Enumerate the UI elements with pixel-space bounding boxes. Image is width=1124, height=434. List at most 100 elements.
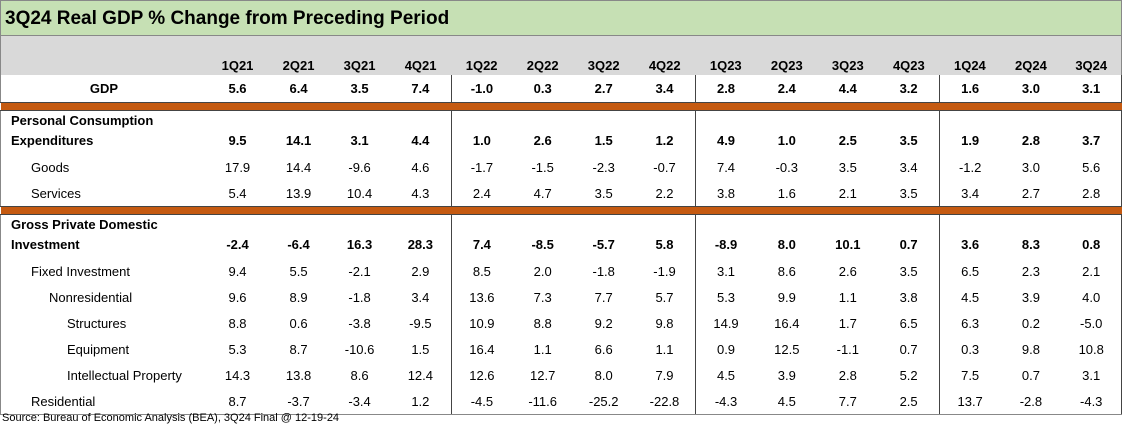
value-cell: 3.5	[878, 110, 940, 154]
quarter-header: 1Q22	[451, 36, 513, 75]
value-cell: -6.4	[287, 237, 310, 252]
value-cell: -2.8	[1000, 388, 1062, 415]
table-row: Intellectual Property 14.3 13.8 8.6 12.4 12.6…	[0, 362, 1123, 388]
row-label: Services	[0, 180, 207, 207]
value-cell: 8.3	[1021, 237, 1040, 252]
quarter-header: 1Q21	[207, 36, 269, 75]
quarter-header: 4Q23	[878, 36, 940, 75]
value-cell: -3.7	[268, 388, 330, 415]
value-cell: 5.5	[289, 263, 308, 279]
value-cell: -5.0	[1061, 310, 1123, 336]
value-cell: 1.2	[634, 110, 696, 154]
value-cell: -0.7	[634, 154, 696, 180]
value-cell: 8.9	[289, 289, 308, 305]
row-label: Equipment	[0, 336, 207, 362]
value-cell: 0.2	[1021, 315, 1040, 331]
value-cell: 14.4	[285, 159, 312, 175]
value-cell: 16.4	[469, 341, 495, 357]
value-cell: -4.5	[451, 388, 513, 415]
value-cell: 9.5	[228, 133, 247, 148]
value-cell: -3.8	[348, 315, 371, 331]
value-cell: 9.4	[228, 263, 247, 279]
value-cell: 8.0	[594, 367, 613, 383]
value-cell: 16.4	[774, 315, 800, 331]
value-cell: 7.9	[634, 362, 696, 388]
value-cell: 3.4	[390, 284, 452, 310]
value-cell: 6.6	[594, 341, 613, 357]
value-cell: 2.7	[573, 75, 635, 103]
value-cell: 3.9	[1021, 289, 1040, 305]
value-cell: 0.7	[878, 214, 940, 258]
value-cell: 3.2	[878, 75, 940, 103]
table-row: Fixed Investment 9.4 5.5 -2.1 2.9 8.5 2.0 -1.8 -…	[0, 258, 1123, 284]
value-cell: 7.4	[390, 75, 452, 103]
value-cell: 2.7	[1000, 180, 1062, 207]
value-cell: -4.3	[695, 388, 757, 415]
value-cell: 2.8	[838, 367, 857, 383]
value-cell: 4.6	[390, 154, 452, 180]
value-cell: 3.1	[1061, 362, 1123, 388]
value-cell: 1.6	[939, 75, 1001, 103]
row-label-line2: Expenditures	[11, 133, 94, 148]
value-cell: 17.9	[224, 159, 251, 175]
value-cell: 7.4	[472, 237, 491, 252]
value-cell: 9.9	[777, 289, 796, 305]
value-cell: 3.5	[573, 180, 635, 207]
value-cell: 3.0	[1000, 75, 1062, 103]
value-cell: 2.1	[1061, 258, 1123, 284]
value-cell: 3.5	[838, 159, 857, 175]
value-cell: -10.6	[344, 341, 375, 357]
table-row: Personal Consumption Expenditures 9.5 14.1 3…	[0, 110, 1123, 154]
value-cell: -1.2	[958, 159, 982, 175]
value-cell: 0.3	[512, 75, 574, 103]
value-cell: 3.9	[777, 367, 796, 383]
row-label: Structures	[0, 310, 207, 336]
value-cell: 3.8	[695, 180, 757, 207]
value-cell: 1.9	[961, 133, 980, 148]
value-cell: 2.8	[695, 75, 757, 103]
value-cell: 5.4	[207, 180, 269, 207]
quarter-header: 2Q24	[1000, 36, 1062, 75]
value-cell: 5.8	[634, 214, 696, 258]
quarter-header: 2Q21	[268, 36, 330, 75]
quarter-header: 2Q23	[756, 36, 818, 75]
value-cell: 4.5	[961, 289, 980, 305]
table-row: Services 5.4 13.9 10.4 4.3 2.4 4.7 3.5 2.2 3.8 1.6…	[0, 180, 1123, 207]
value-cell: 13.8	[285, 367, 312, 383]
value-cell: 1.6	[756, 180, 818, 207]
row-label: Residential	[0, 388, 207, 415]
value-cell: 9.8	[634, 310, 696, 336]
value-cell: 6.5	[961, 263, 980, 279]
value-cell: 5.7	[634, 284, 696, 310]
value-cell: 2.5	[838, 133, 857, 148]
value-cell: 16.3	[346, 237, 373, 252]
value-cell: 1.1	[838, 289, 857, 305]
value-cell: 7.5	[961, 367, 980, 383]
value-cell: 3.7	[1061, 110, 1123, 154]
value-cell: 2.9	[390, 258, 452, 284]
table-row: Goods 17.9 14.4 -9.6 4.6 -1.7 -1.5 -2.3 -0.7 7.4 -…	[0, 154, 1123, 180]
value-cell: -1.7	[470, 159, 494, 175]
value-cell: 3.1	[350, 133, 369, 148]
value-cell: -11.6	[512, 388, 574, 415]
row-label-line1: Gross Private Domestic	[11, 217, 158, 232]
value-cell: -25.2	[573, 388, 635, 415]
row-label: Fixed Investment	[0, 258, 207, 284]
table-row: Gross Private Domestic Investment -2.4 -6.4…	[0, 214, 1123, 258]
table-row: Residential 8.7 -3.7 -3.4 1.2 -4.5 -11.6 -25.2-…	[0, 388, 1123, 415]
value-cell: 2.0	[533, 263, 552, 279]
value-cell: 2.1	[817, 180, 879, 207]
value-cell: 3.4	[939, 180, 1001, 207]
value-cell: 3.1	[716, 263, 736, 279]
header-row: 1Q21 2Q21 3Q21 4Q21 1Q22 2Q22 3Q22 4Q22 1Q23 2Q23…	[0, 36, 1123, 75]
value-cell: -1.1	[836, 341, 860, 357]
value-cell: 8.7	[207, 388, 269, 415]
value-cell: 8.7	[289, 341, 308, 357]
gdp-table: 1Q21 2Q21 3Q21 4Q21 1Q22 2Q22 3Q22 4Q22 1Q23 2Q23…	[0, 36, 1123, 415]
header-blank	[0, 36, 207, 75]
value-cell: 8.6	[777, 263, 796, 279]
value-cell: 13.9	[268, 180, 330, 207]
value-cell: 4.9	[716, 133, 736, 148]
value-cell: 4.5	[756, 388, 818, 415]
quarter-header: 4Q21	[390, 36, 452, 75]
